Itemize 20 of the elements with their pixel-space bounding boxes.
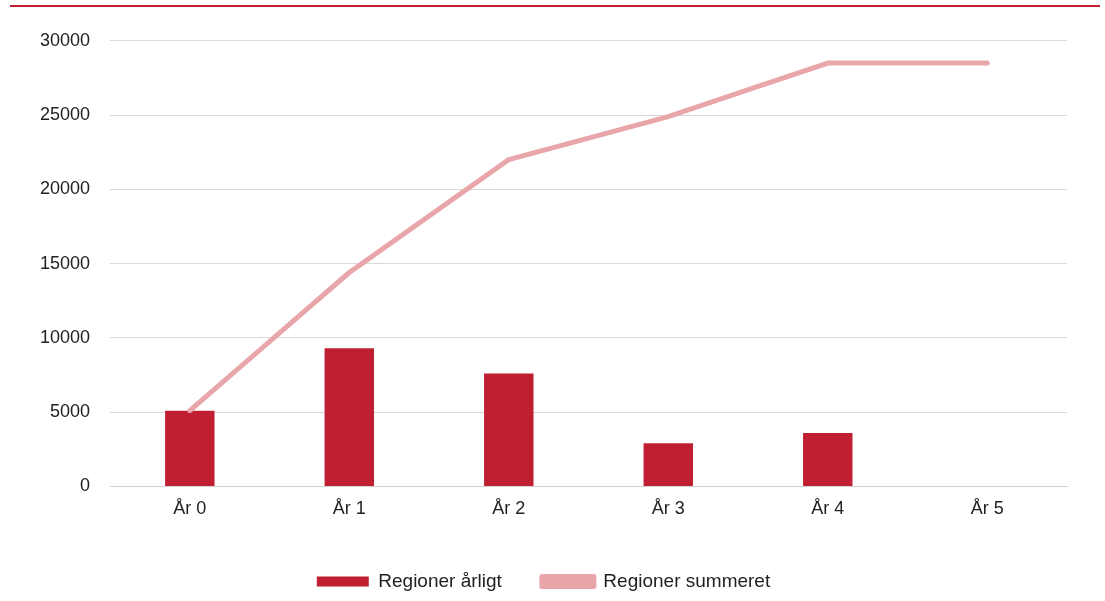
y-tick-label: 30000	[39, 29, 91, 50]
x-tick-label: År 4	[811, 498, 845, 519]
y-tick-label: 0	[80, 475, 91, 496]
x-tick-label: År 2	[492, 498, 526, 519]
x-tick-label: År 3	[651, 498, 685, 519]
bar	[484, 373, 534, 486]
bar	[324, 348, 375, 486]
y-tick-label: 5000	[50, 401, 91, 422]
y-tick-label: 15000	[39, 252, 91, 273]
bar	[643, 443, 693, 486]
y-tick-label: 25000	[39, 104, 91, 125]
bar	[803, 432, 853, 486]
y-tick-label: 20000	[39, 178, 91, 199]
x-tick-label: År 5	[970, 498, 1004, 519]
x-tick-label: År 1	[332, 498, 366, 519]
legend-label: Regioner summeret	[603, 569, 771, 591]
x-tick-label: År 0	[173, 498, 207, 519]
bar	[165, 410, 215, 486]
legend-label: Regioner årligt	[378, 569, 503, 591]
y-tick-label: 10000	[39, 326, 91, 347]
